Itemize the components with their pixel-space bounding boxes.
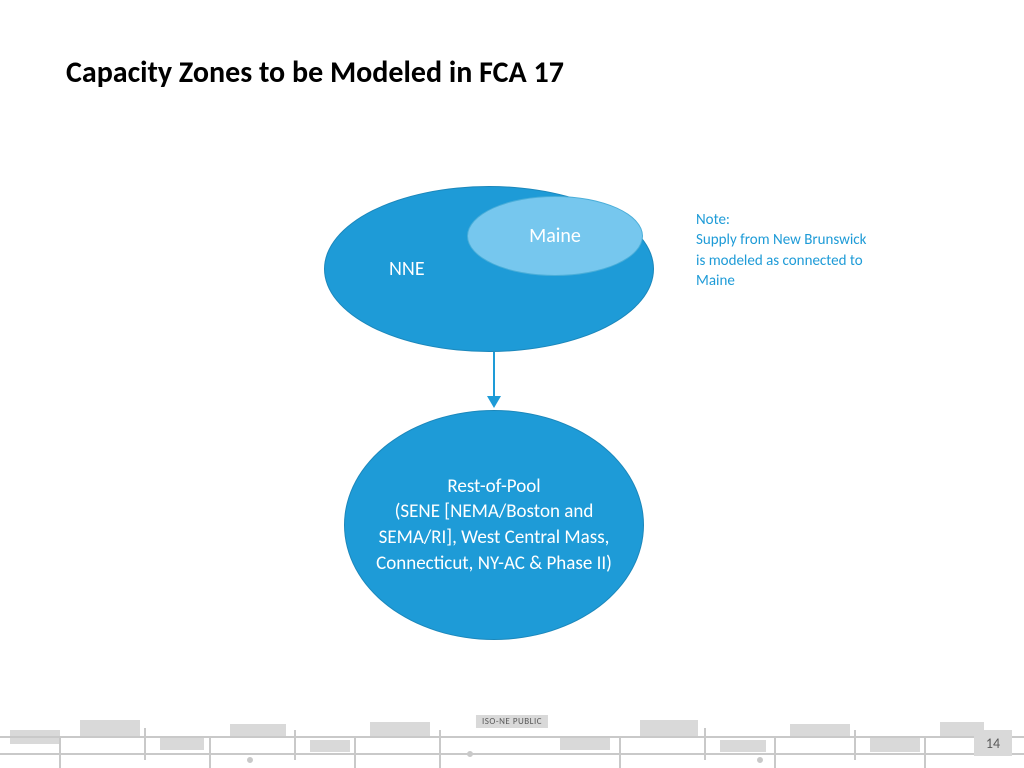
note-heading: Note: bbox=[696, 210, 876, 230]
slide: Capacity Zones to be Modeled in FCA 17 N… bbox=[0, 0, 1024, 768]
rest-line2: (SENE [NEMA/Boston and SEMA/RI], West Ce… bbox=[375, 499, 613, 576]
edge-nne-to-restpool-line bbox=[493, 352, 495, 398]
node-maine: Maine bbox=[467, 196, 643, 276]
edge-nne-to-restpool-arrowhead bbox=[487, 396, 501, 408]
side-note: Note: Supply from New Brunswick is model… bbox=[696, 210, 876, 291]
page-number: 14 bbox=[974, 730, 1012, 756]
node-rest-of-pool-label: Rest-of-Pool (SENE [NEMA/Boston and SEMA… bbox=[375, 474, 613, 577]
page-number-text: 14 bbox=[986, 735, 1000, 752]
node-maine-label: Maine bbox=[529, 224, 581, 248]
footer-classification: ISO-NE PUBLIC bbox=[476, 715, 548, 728]
node-rest-of-pool: Rest-of-Pool (SENE [NEMA/Boston and SEMA… bbox=[344, 410, 644, 640]
note-body: Supply from New Brunswick is modeled as … bbox=[696, 230, 876, 291]
rest-line1: Rest-of-Pool bbox=[375, 474, 613, 500]
node-nne-label: NNE bbox=[389, 257, 425, 281]
slide-title: Capacity Zones to be Modeled in FCA 17 bbox=[66, 54, 564, 91]
